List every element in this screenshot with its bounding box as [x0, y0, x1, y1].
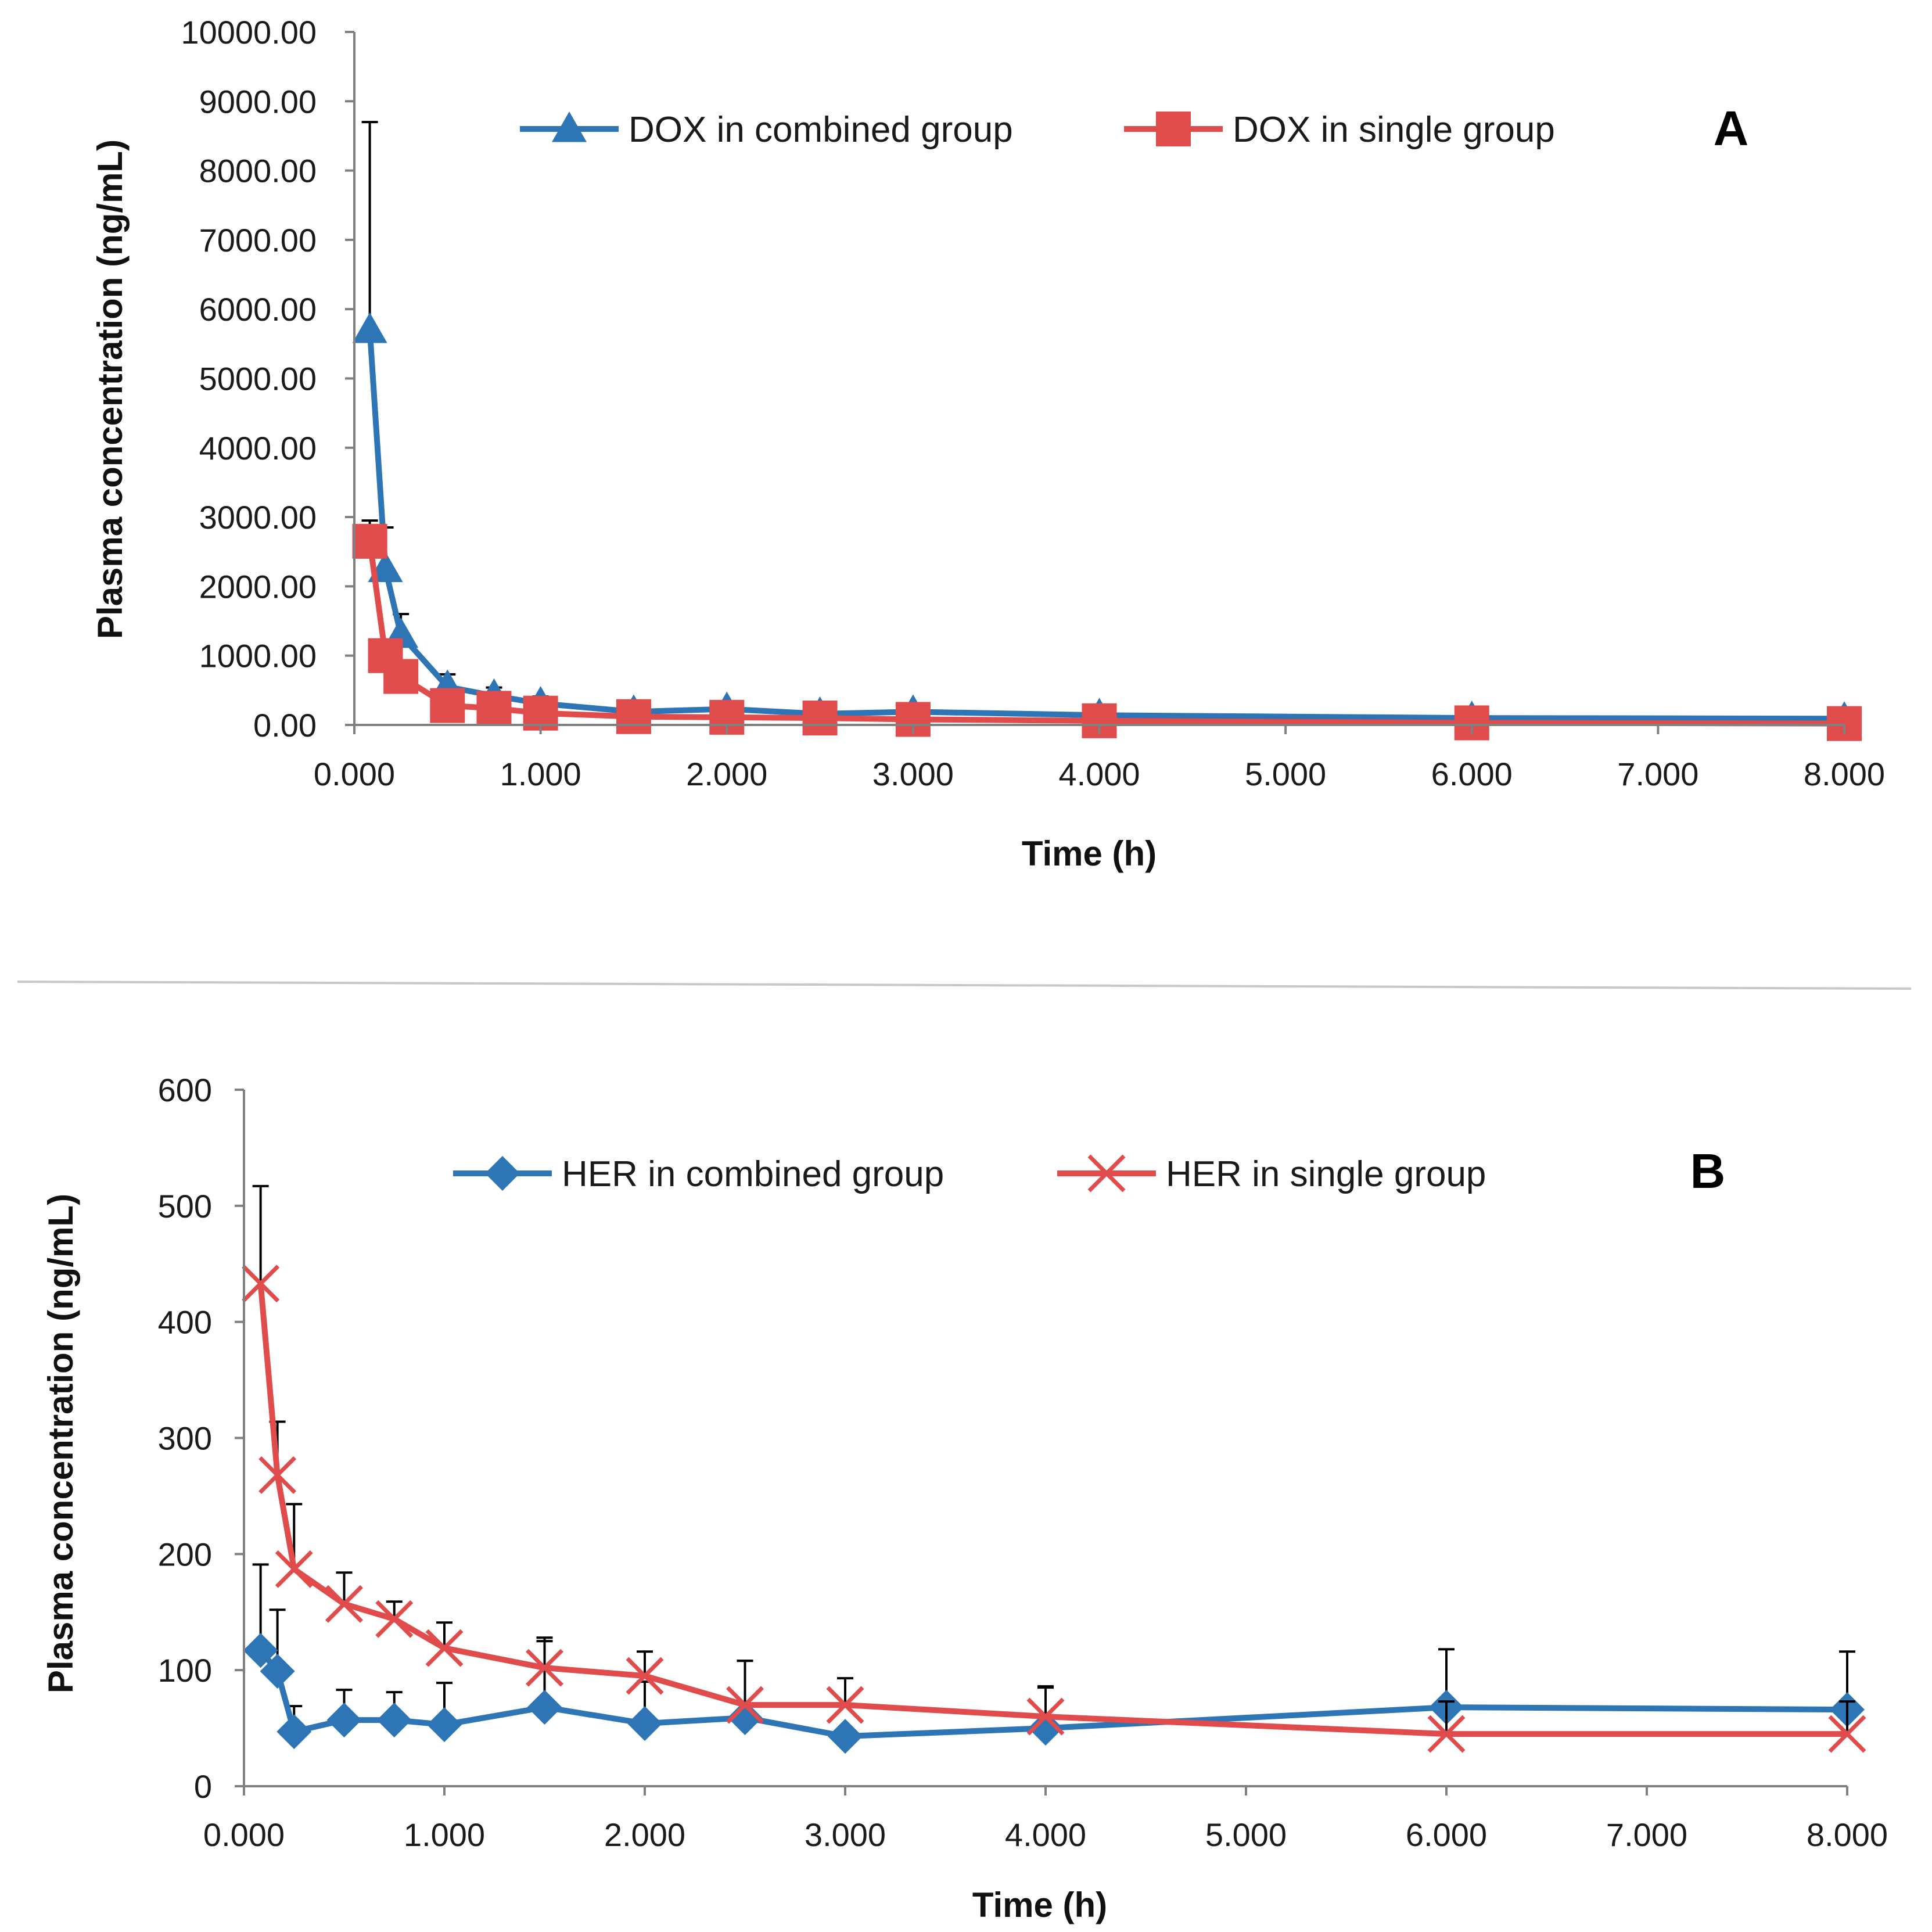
panel-b-y-axis-label: Plasma concentration (ng/mL)	[41, 1194, 80, 1693]
data-point	[427, 1707, 462, 1743]
panel-b-y-tick-label: 200	[158, 1536, 212, 1572]
legend-marker-her-combined	[485, 1156, 520, 1191]
panel-b-y-tick-label: 600	[158, 1072, 212, 1108]
panel-b-y-tick-label: 400	[158, 1304, 212, 1341]
data-point	[1026, 1697, 1065, 1736]
data-point	[258, 1456, 297, 1494]
data-point	[727, 1700, 763, 1736]
panel-a-y-tick-label: 5000.00	[199, 361, 317, 397]
legend-marker-shape	[1087, 1154, 1126, 1193]
data-point	[802, 701, 838, 736]
panel-b-x-tick-label: 2.000	[604, 1816, 685, 1853]
panel-a-y-tick-label: 1000.00	[199, 638, 317, 674]
panel-a-x-tick-label: 2.000	[686, 756, 767, 792]
panel-b-x-tick-label: 7.000	[1606, 1816, 1687, 1853]
panel-b-x-tick-label: 0.000	[203, 1816, 285, 1853]
panel-b-x-tick-label: 4.000	[1005, 1816, 1086, 1853]
legend-label-her-single: HER in single group	[1166, 1154, 1486, 1194]
panel-a-y-axis-label: Plasma concentration (ng/mL)	[91, 139, 130, 639]
series-line	[257, 1283, 1847, 1737]
panel-b-x-tick-label: 6.000	[1406, 1816, 1487, 1853]
data-point	[325, 1585, 363, 1623]
panel-a-legend: DOX in combined group DOX in single grou…	[520, 110, 1555, 150]
data-point	[260, 1654, 295, 1689]
panel-a-x-tick-label: 0.000	[314, 756, 395, 792]
panel-a-y-tick-label: 7000.00	[199, 222, 317, 258]
panel-a-x-tick-label: 1.000	[500, 756, 581, 792]
panel-a-x-tick-label: 8.000	[1804, 756, 1885, 792]
panel-b-y-tick-label: 0	[194, 1768, 212, 1805]
data-point	[352, 312, 387, 343]
series-line	[367, 329, 1845, 722]
data-point	[376, 1703, 412, 1738]
panel-b-y-tick-label: 500	[158, 1188, 212, 1224]
panel-a-dox-chart: 0.00 1000.00 2000.00 3000.00 4000.00 5000.00 6…	[91, 14, 1885, 873]
panel-a-y-tick-label: 10000.00	[181, 14, 317, 51]
panel-divider	[17, 981, 1912, 990]
panel-a-series-1	[352, 519, 1862, 741]
panel-a-x-tick-label: 6.000	[1431, 756, 1513, 792]
panel-a-x-axis-label: Time (h)	[1022, 834, 1157, 873]
panel-b-series-1	[242, 1184, 1866, 1753]
panel-b-legend: HER in combined group HER in single grou…	[453, 1154, 1486, 1194]
data-point	[242, 1265, 280, 1303]
panel-b-x-axis-label: Time (h)	[972, 1886, 1107, 1924]
panel-b-x-tick-label: 1.000	[404, 1816, 485, 1853]
panel-a-y-tick-label: 9000.00	[199, 83, 317, 120]
legend-label-her-combined: HER in combined group	[562, 1154, 944, 1194]
data-point	[527, 1690, 562, 1725]
data-point	[626, 1657, 664, 1695]
data-point	[826, 1686, 864, 1724]
panel-a-y-tick-label: 3000.00	[199, 499, 317, 536]
data-point	[1427, 1715, 1466, 1753]
panel-b-letter: B	[1690, 1144, 1726, 1198]
panel-a-y-tick-label: 2000.00	[199, 568, 317, 605]
data-point	[476, 691, 512, 726]
data-point	[243, 1633, 278, 1668]
panel-b-x-tick-label: 5.000	[1205, 1816, 1287, 1853]
legend-label-dox-combined: DOX in combined group	[629, 110, 1013, 150]
legend-marker-shape	[552, 112, 587, 142]
data-point	[828, 1719, 863, 1754]
data-point	[1454, 705, 1489, 741]
panel-a-series-0	[352, 121, 1862, 732]
legend-label-dox-single: DOX in single group	[1233, 110, 1555, 150]
data-point	[526, 1649, 563, 1687]
data-point	[375, 1600, 414, 1638]
panel-a-y-tick-label: 0.00	[253, 707, 317, 744]
panel-b-y-tick-label: 300	[158, 1420, 212, 1457]
panel-a-y-tick-label: 8000.00	[199, 153, 317, 189]
data-point	[276, 1714, 312, 1750]
legend-marker-shape	[1156, 112, 1191, 146]
panel-b-y-tick-label: 100	[158, 1652, 212, 1689]
panel-a-letter: A	[1714, 101, 1749, 156]
data-point	[352, 523, 387, 559]
data-point	[1827, 706, 1862, 741]
panel-b-x-tick-label: 3.000	[805, 1816, 886, 1853]
data-point	[616, 699, 651, 734]
panel-a-y-tick-label: 6000.00	[199, 291, 317, 328]
panel-a-x-tick-label: 3.000	[872, 756, 954, 792]
data-point	[430, 688, 465, 723]
legend-marker-her-single	[1087, 1154, 1126, 1193]
legend-marker-shape	[485, 1156, 520, 1191]
legend-marker-dox-combined	[552, 112, 587, 142]
panel-a-x-tick-label: 4.000	[1058, 756, 1140, 792]
series-line	[367, 541, 1845, 727]
legend-marker-dox-single	[1156, 112, 1191, 146]
panel-b-her-chart: 0 100 200 300 400 500 600 0.000 1.000 2.000 3.000 4…	[41, 1072, 1888, 1924]
data-point	[627, 1706, 662, 1741]
panel-a-x-tick-label: 7.000	[1617, 756, 1698, 792]
data-point	[1828, 1715, 1866, 1753]
data-point	[326, 1703, 362, 1738]
panel-b-x-tick-label: 8.000	[1807, 1816, 1888, 1853]
data-point	[726, 1686, 764, 1724]
panel-a-x-tick-label: 5.000	[1245, 756, 1326, 792]
data-point	[383, 659, 419, 694]
panel-a-y-tick-label: 4000.00	[199, 430, 317, 466]
data-point	[275, 1550, 313, 1588]
data-point	[425, 1629, 464, 1667]
